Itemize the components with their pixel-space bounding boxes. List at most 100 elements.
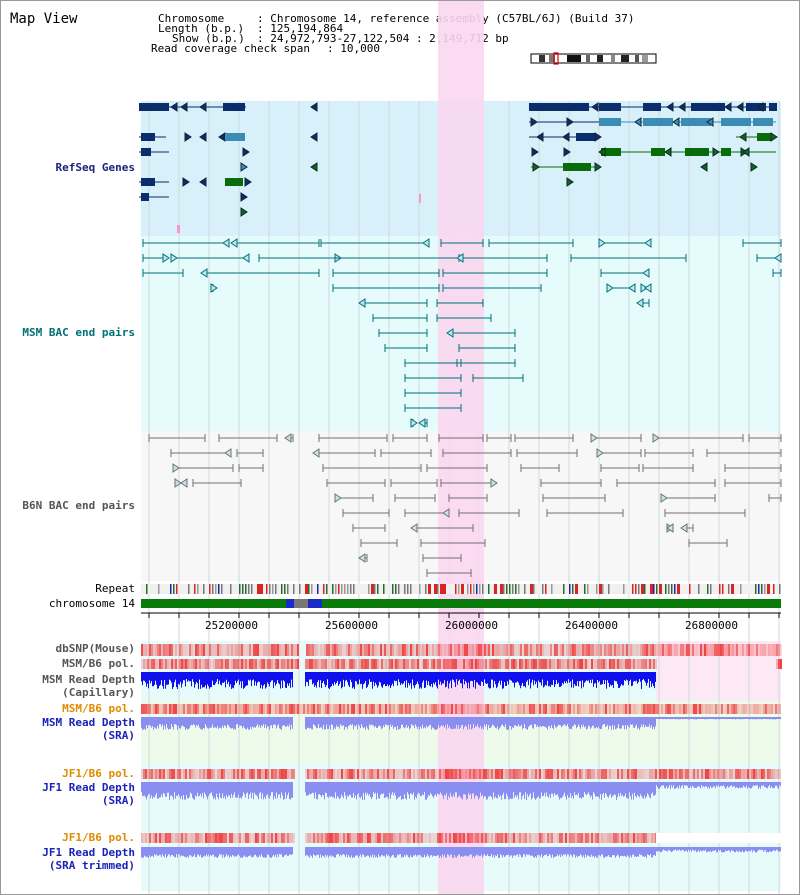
jf1-depth-trim-bar: [636, 847, 637, 857]
track-label-jf1-b6-pol[interactable]: JF1/B6 pol.: [62, 767, 135, 780]
jf1-b6-pol-trim-strip: [215, 833, 217, 843]
jf1-depth-trim-bar: [691, 847, 692, 852]
jf1-depth-trim-bar: [464, 847, 465, 856]
dbsnp-strip: [652, 644, 654, 656]
jf1-depth-trim-bar: [328, 847, 329, 858]
msm-depth-sra-bar: [775, 717, 776, 720]
msm-depth-capillary-bar: [305, 672, 306, 687]
jf1-depth-trim-bar: [156, 847, 157, 855]
msm-b6-pol-sra-strip: [773, 704, 775, 714]
msm-depth-capillary-bar: [238, 672, 239, 680]
jf1-depth-sra-bar: [745, 782, 746, 788]
jf1-depth-sra-bar: [593, 782, 594, 793]
jf1-depth-sra-bar: [617, 782, 618, 797]
jf1-depth-sra-bar: [154, 782, 155, 798]
track-label-refseq-genes[interactable]: RefSeq Genes: [55, 161, 135, 174]
jf1-depth-sra-bar: [156, 782, 157, 794]
msm-b6-pol-sra-strip: [557, 704, 559, 714]
jf1-depth-sra-bar: [394, 782, 395, 793]
msm-depth-capillary-bar: [604, 672, 605, 685]
msm-depth-sra-bar: [212, 717, 213, 725]
jf1-depth-sra-bar: [570, 782, 571, 794]
jf1-b6-pol-trim-strip: [491, 833, 493, 843]
msm-b6-pol-sra-strip: [273, 704, 275, 714]
track-label-jf1-depth-trimmed[interactable]: JF1 Read Depth: [42, 846, 135, 859]
repeat-element: [239, 584, 241, 594]
msm-b6-pol-strip: [545, 659, 547, 669]
jf1-depth-sra-bar: [396, 782, 397, 800]
msm-depth-sra-bar: [357, 717, 358, 730]
jf1-depth-sra-bar: [722, 782, 723, 787]
jf1-depth-sra-bar: [249, 782, 250, 795]
ideogram-band: [549, 55, 555, 62]
jf1-b6-pol-strip: [293, 769, 295, 779]
track-label-msm-bac[interactable]: MSM BAC end pairs: [22, 326, 135, 339]
msm-depth-sra-bar: [591, 717, 592, 728]
msm-depth-sra-bar: [526, 717, 527, 729]
jf1-depth-trim-bar: [623, 847, 624, 857]
dbsnp-strip: [187, 644, 189, 656]
jf1-depth-sra-bar: [278, 782, 279, 795]
track-label-msm-b6-pol[interactable]: MSM/B6 pol.: [62, 657, 135, 670]
msm-depth-sra-bar: [473, 717, 474, 725]
jf1-depth-trim-bar: [256, 847, 257, 857]
jf1-b6-pol-trim-strip: [171, 833, 173, 843]
show-key: Show (b.p.): [172, 32, 245, 45]
gene-exon: [141, 178, 155, 186]
msm-b6-pol-sra-strip: [743, 704, 745, 714]
track-label-msm-depth-sra[interactable]: MSM Read Depth: [42, 716, 135, 729]
jf1-b6-pol-trim-strip: [479, 833, 481, 843]
msm-depth-capillary-bar: [156, 672, 157, 685]
jf1-depth-sra-bar: [544, 782, 545, 793]
jf1-depth-sra-bar: [702, 782, 703, 788]
msm-depth-capillary-bar: [263, 672, 264, 686]
dbsnp-strip: [598, 644, 600, 656]
msm-depth-sra-bar: [539, 717, 540, 728]
track-label-jf1-b6-pol-trimmed[interactable]: JF1/B6 pol.: [62, 831, 135, 844]
msm-depth-sra-bar: [611, 717, 612, 730]
dbsnp-strip: [500, 644, 502, 656]
jf1-b6-pol-trim-strip: [443, 833, 445, 843]
msm-depth-sra-bar: [144, 717, 145, 729]
msm-depth-capillary-bar: [401, 672, 402, 684]
msm-depth-capillary-bar: [158, 672, 159, 689]
track-label-jf1-depth-sra[interactable]: JF1 Read Depth: [42, 781, 135, 794]
msm-depth-sra-bar: [753, 717, 754, 719]
jf1-depth-trim-bar: [596, 847, 597, 858]
msm-depth-capillary-bar: [433, 672, 434, 683]
jf1-b6-pol-trim-strip: [585, 833, 587, 843]
msm-b6-pol-strip: [485, 659, 487, 669]
jf1-depth-trim-bar: [326, 847, 327, 857]
jf1-depth-sra-bar: [422, 782, 423, 795]
jf1-depth-trim-bar: [734, 847, 735, 853]
track-label-dbsnp[interactable]: dbSNP(Mouse): [55, 642, 135, 655]
jf1-depth-sra-bar: [264, 782, 265, 797]
msm-b6-pol-sra-strip: [411, 704, 413, 714]
dbsnp-strip: [167, 644, 169, 656]
msm-depth-capillary-bar: [449, 672, 450, 684]
jf1-b6-pol-strip: [617, 769, 619, 779]
msm-b6-pol-strip: [231, 659, 233, 669]
msm-depth-capillary-bar: [253, 672, 254, 680]
jf1-depth-trim-bar: [219, 847, 220, 855]
msm-depth-capillary-bar: [624, 672, 625, 681]
repeat-element: [494, 584, 497, 594]
msm-b6-pol-strip: [521, 659, 523, 669]
jf1-depth-sra-bar: [610, 782, 611, 794]
track-label-b6n-bac[interactable]: B6N BAC end pairs: [22, 499, 135, 512]
jf1-b6-pol-trim-strip: [371, 833, 373, 843]
msm-b6-pol-sra-strip: [707, 704, 709, 714]
track-label-msm-b6-pol-sra[interactable]: MSM/B6 pol.: [62, 702, 135, 715]
jf1-b6-pol-trim-strip: [305, 833, 307, 843]
msm-depth-capillary-bar: [448, 672, 449, 689]
jf1-depth-trim-bar: [506, 847, 507, 855]
msm-depth-sra-bar: [234, 717, 235, 729]
dbsnp-strip: [277, 644, 279, 656]
track-label-msm-depth-capillary[interactable]: MSM Read Depth: [42, 673, 135, 686]
jf1-b6-pol-strip: [585, 769, 587, 779]
msm-depth-sra-bar: [531, 717, 532, 725]
msm-depth-sra-bar: [225, 717, 226, 727]
jf1-depth-sra-bar: [695, 782, 696, 788]
msm-depth-sra-bar: [367, 717, 368, 729]
